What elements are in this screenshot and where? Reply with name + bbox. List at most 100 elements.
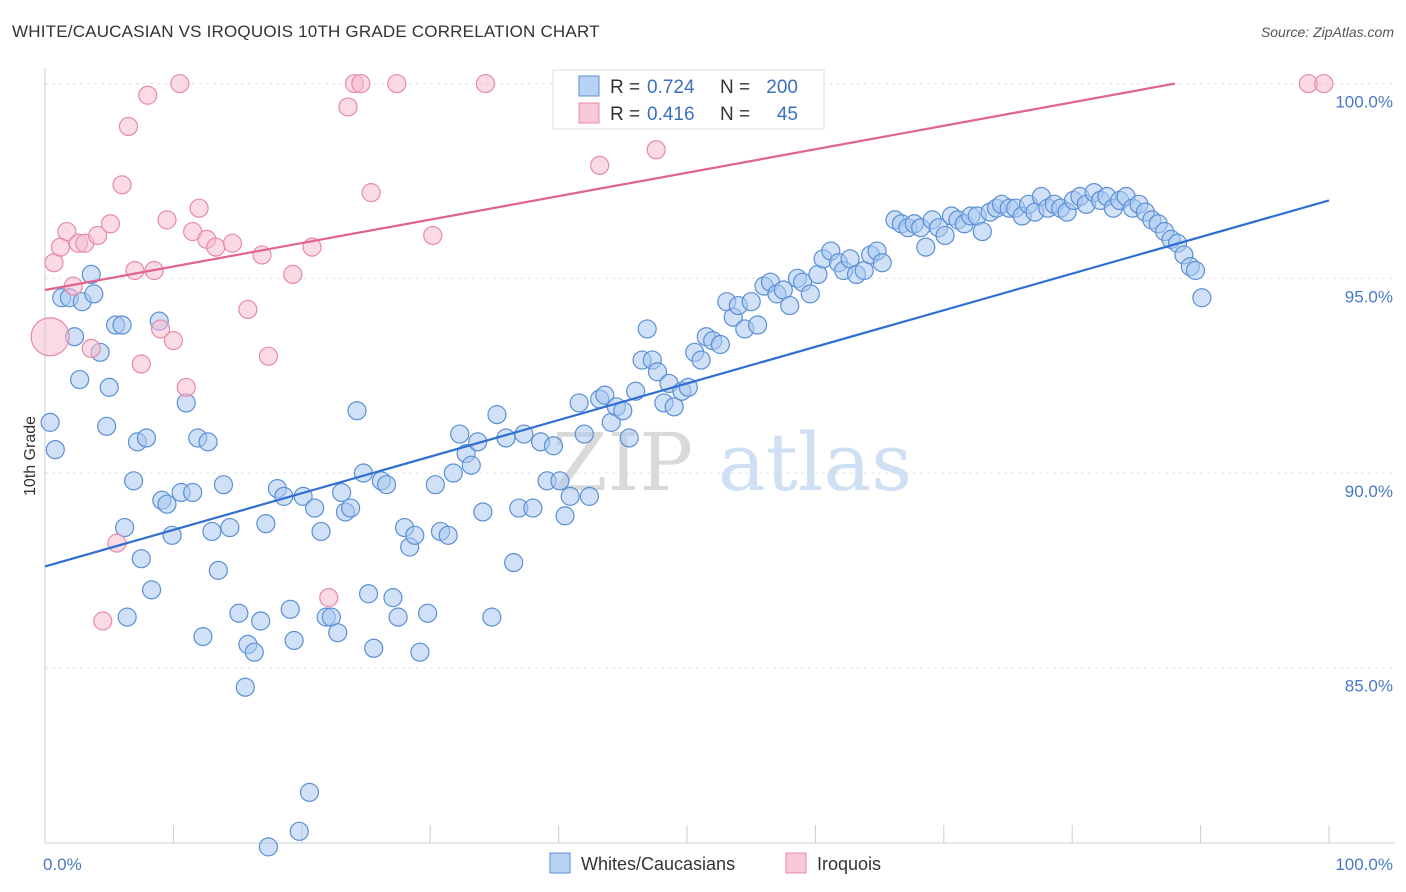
data-point bbox=[131, 354, 151, 374]
data-point bbox=[1192, 288, 1212, 308]
data-point bbox=[30, 317, 70, 357]
data-point bbox=[364, 638, 384, 658]
data-point bbox=[574, 424, 594, 444]
grid-lines bbox=[45, 83, 1395, 669]
y-tick-label: 100.0% bbox=[1335, 93, 1393, 112]
data-point bbox=[258, 837, 279, 857]
data-point bbox=[916, 237, 936, 257]
data-point bbox=[280, 599, 300, 619]
data-point bbox=[163, 331, 183, 351]
x-tick-labels: 0.0% 100.0% bbox=[43, 855, 1393, 874]
x-tick-label-start: 0.0% bbox=[43, 855, 82, 874]
legend-swatch-whites bbox=[549, 852, 571, 874]
data-point bbox=[550, 471, 570, 491]
data-point bbox=[543, 436, 564, 456]
data-point bbox=[555, 506, 575, 526]
data-point bbox=[112, 175, 132, 195]
data-point bbox=[358, 584, 379, 604]
data-point bbox=[800, 284, 820, 304]
y-axis-label: 10th Grade bbox=[22, 416, 39, 496]
data-point bbox=[351, 73, 371, 94]
data-point bbox=[741, 292, 761, 312]
data-point bbox=[220, 517, 240, 538]
data-point bbox=[319, 588, 339, 608]
data-point bbox=[388, 607, 408, 627]
data-point bbox=[423, 225, 443, 246]
stats-swatch-iroquois bbox=[578, 102, 600, 124]
series-whites bbox=[40, 183, 1212, 857]
data-point bbox=[1314, 73, 1334, 94]
data-point bbox=[206, 237, 226, 257]
y-tick-label: 90.0% bbox=[1345, 482, 1393, 501]
data-point bbox=[461, 455, 481, 475]
data-point bbox=[193, 626, 213, 647]
data-point bbox=[57, 221, 77, 242]
data-point bbox=[198, 432, 218, 452]
data-point bbox=[972, 221, 992, 242]
data-point bbox=[97, 416, 117, 436]
y-tick-labels: 85.0% 90.0% 95.0% 100.0% bbox=[1335, 93, 1393, 696]
data-point bbox=[208, 560, 228, 580]
stats-n-value-iroquois: 45 bbox=[777, 104, 798, 125]
y-tick-label: 85.0% bbox=[1345, 677, 1393, 696]
data-point bbox=[222, 233, 243, 253]
data-point bbox=[283, 264, 303, 285]
data-point bbox=[258, 346, 279, 366]
data-point bbox=[150, 319, 171, 339]
legend: Whites/Caucasians Iroquois bbox=[549, 852, 881, 874]
stats-r-value-iroquois: 0.416 bbox=[647, 104, 695, 125]
data-point bbox=[468, 432, 488, 452]
data-point bbox=[450, 424, 470, 444]
stats-r-value-whites: 0.724 bbox=[647, 77, 695, 98]
data-point bbox=[138, 85, 158, 105]
data-point bbox=[405, 525, 425, 545]
data-point bbox=[872, 253, 892, 273]
data-point bbox=[523, 498, 543, 518]
y-tick-label: 95.0% bbox=[1345, 287, 1393, 306]
data-point bbox=[332, 482, 352, 503]
data-point bbox=[418, 603, 438, 623]
data-point bbox=[284, 630, 304, 651]
data-point bbox=[157, 494, 177, 514]
data-point bbox=[202, 521, 222, 542]
trend-lines bbox=[44, 82, 1330, 568]
data-point bbox=[99, 377, 119, 397]
data-point bbox=[935, 225, 955, 246]
legend-label-iroquois: Iroquois bbox=[817, 854, 881, 874]
data-point bbox=[183, 482, 203, 503]
data-point bbox=[45, 440, 65, 460]
data-point bbox=[70, 369, 90, 390]
data-point bbox=[123, 471, 144, 491]
data-point bbox=[410, 642, 430, 662]
stats-swatch-whites bbox=[578, 75, 600, 97]
data-point bbox=[118, 116, 139, 137]
data-point bbox=[170, 73, 190, 94]
data-point bbox=[340, 498, 361, 518]
data-point bbox=[482, 607, 502, 627]
stats-box: R = 0.724 N = 200 R = 0.416 N = 45 bbox=[552, 69, 825, 130]
data-point bbox=[235, 677, 255, 697]
data-point bbox=[338, 97, 358, 117]
data-point bbox=[125, 260, 145, 281]
data-point bbox=[157, 210, 177, 230]
data-point bbox=[664, 397, 684, 417]
data-point bbox=[136, 428, 157, 448]
data-point bbox=[710, 334, 730, 355]
data-point bbox=[475, 73, 496, 94]
data-point bbox=[81, 338, 101, 359]
data-point bbox=[504, 552, 524, 573]
series-iroquois bbox=[30, 73, 1334, 631]
data-point bbox=[595, 385, 615, 405]
data-point bbox=[328, 623, 348, 643]
data-point bbox=[189, 198, 209, 218]
data-point bbox=[425, 475, 445, 495]
zipatlas-watermark: ZIP atlas bbox=[552, 416, 912, 509]
x-tick-label-end: 100.0% bbox=[1335, 855, 1393, 874]
data-point bbox=[376, 475, 397, 495]
stats-r-label-iroquois: R = bbox=[610, 104, 640, 125]
legend-label-whites: Whites/Caucasians bbox=[581, 854, 735, 874]
data-point bbox=[691, 350, 711, 370]
data-point bbox=[647, 362, 668, 382]
data-point bbox=[112, 315, 132, 335]
data-point bbox=[238, 299, 258, 320]
